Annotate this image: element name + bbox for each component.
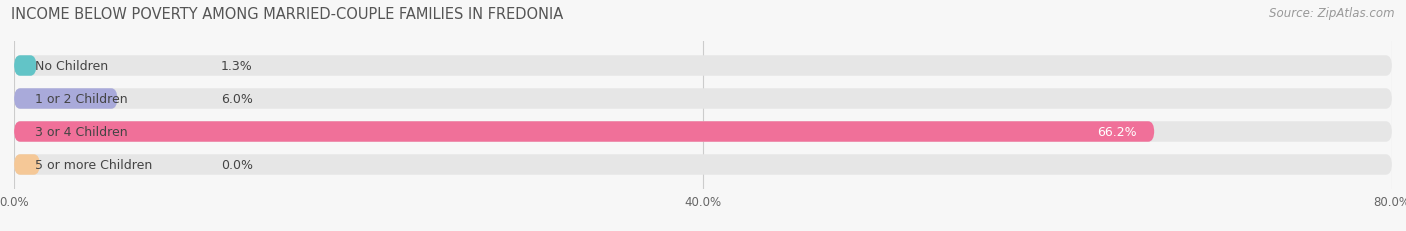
- FancyBboxPatch shape: [14, 122, 1154, 142]
- FancyBboxPatch shape: [14, 155, 1392, 175]
- Text: No Children: No Children: [35, 60, 108, 73]
- Text: 3 or 4 Children: 3 or 4 Children: [35, 125, 128, 138]
- FancyBboxPatch shape: [14, 155, 39, 175]
- Text: 66.2%: 66.2%: [1098, 125, 1137, 138]
- Text: INCOME BELOW POVERTY AMONG MARRIED-COUPLE FAMILIES IN FREDONIA: INCOME BELOW POVERTY AMONG MARRIED-COUPL…: [11, 7, 564, 22]
- FancyBboxPatch shape: [14, 122, 1392, 142]
- Text: 0.0%: 0.0%: [221, 158, 253, 171]
- FancyBboxPatch shape: [14, 89, 1392, 109]
- FancyBboxPatch shape: [14, 56, 1392, 76]
- Text: Source: ZipAtlas.com: Source: ZipAtlas.com: [1270, 7, 1395, 20]
- Text: 5 or more Children: 5 or more Children: [35, 158, 152, 171]
- Text: 1 or 2 Children: 1 or 2 Children: [35, 93, 128, 106]
- Text: 6.0%: 6.0%: [221, 93, 253, 106]
- Text: 1.3%: 1.3%: [221, 60, 253, 73]
- FancyBboxPatch shape: [14, 89, 118, 109]
- FancyBboxPatch shape: [14, 56, 37, 76]
